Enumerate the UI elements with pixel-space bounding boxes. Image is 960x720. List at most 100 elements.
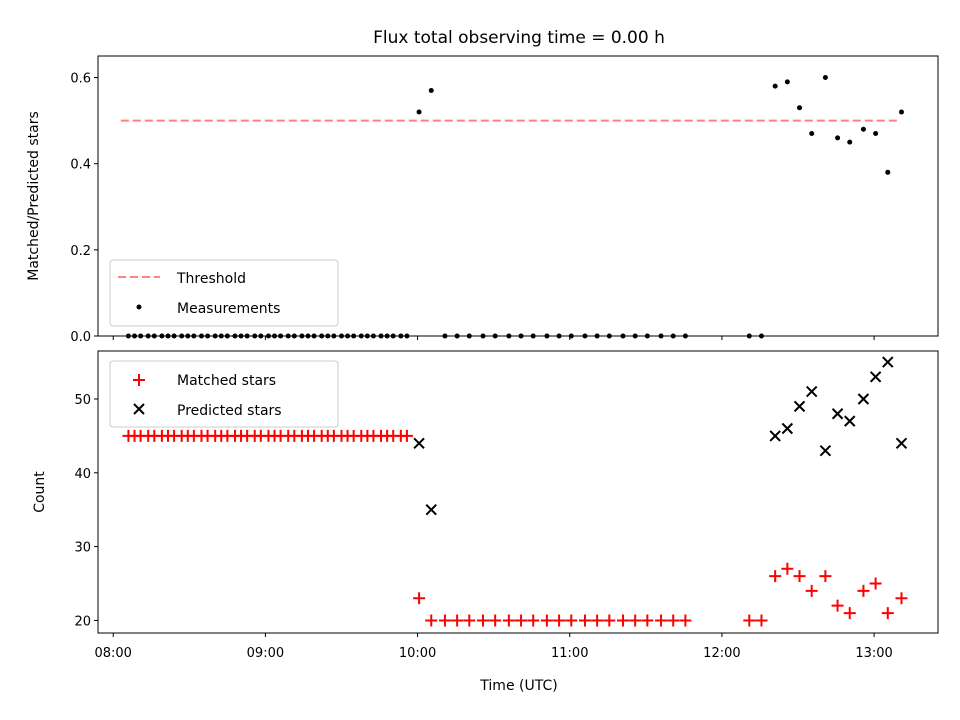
matched-star-point <box>679 614 692 627</box>
measurement-point <box>378 333 384 339</box>
count-legend: Matched stars Predicted stars <box>109 360 339 428</box>
measurement-point <box>772 83 778 89</box>
measurement-point <box>416 109 422 115</box>
measurement-point <box>305 333 311 339</box>
predicted-star-point <box>844 415 856 427</box>
ratio-x-ticks <box>112 336 875 340</box>
measurement-point <box>212 333 218 339</box>
measurement-point <box>644 333 650 339</box>
predicted-star-point <box>793 400 806 413</box>
count-y-tick-label: 40 <box>74 467 91 482</box>
ratio-y-ticks: 0.0 0.2 0.4 0.6 <box>70 72 98 345</box>
measurements-legend-swatch <box>136 304 142 310</box>
ratio-y-tick-label: 0.6 <box>70 72 91 87</box>
measurement-point <box>145 333 151 339</box>
measurement-point <box>125 333 131 339</box>
matched-legend-label: Matched stars <box>177 373 276 389</box>
matched-star-point <box>515 614 528 627</box>
measurement-point <box>244 333 250 339</box>
measurement-point <box>784 79 790 85</box>
measurement-point <box>325 333 331 339</box>
predicted-star-point <box>895 437 908 449</box>
matched-legend-swatch <box>133 374 145 386</box>
matched-star-point <box>463 614 476 627</box>
measurement-point <box>632 333 638 339</box>
predicted-star-point <box>781 422 794 435</box>
measurement-point <box>898 109 904 115</box>
measurement-point <box>466 333 472 339</box>
measurement-point <box>835 135 841 141</box>
measurement-point <box>746 333 752 339</box>
measurement-point <box>398 333 404 339</box>
measurement-point <box>582 333 588 339</box>
matched-star-point <box>793 570 806 583</box>
measurement-point <box>319 333 325 339</box>
measurement-point <box>606 333 612 339</box>
measurement-point <box>390 333 396 339</box>
count-y-tick-label: 20 <box>74 614 91 629</box>
count-x-ticks: 08:00 09:00 10:00 11:00 12:00 13:00 <box>94 633 893 661</box>
matched-star-point <box>553 614 566 627</box>
ratio-y-tick-label: 0.4 <box>70 158 91 173</box>
measurement-point <box>442 333 448 339</box>
matched-star-point <box>843 607 856 620</box>
ratio-marks <box>120 75 904 339</box>
ratio-y-tick-label: 0.2 <box>70 244 91 259</box>
measurement-point <box>138 333 144 339</box>
measurement-point <box>258 333 264 339</box>
measurement-point <box>544 333 550 339</box>
count-panel-frame <box>97 350 939 634</box>
x-tick-label: 09:00 <box>247 646 284 661</box>
ratio-legend: Threshold Measurements <box>109 259 339 327</box>
matched-star-point <box>655 614 668 627</box>
count-y-axis-label: Count <box>32 471 48 513</box>
matched-star-point <box>895 592 908 605</box>
measurement-point <box>232 333 238 339</box>
measurements-legend-label: Measurements <box>177 301 280 317</box>
measurement-point <box>224 333 230 339</box>
measurement-point <box>252 333 258 339</box>
measurement-point <box>530 333 536 339</box>
measurement-point <box>151 333 157 339</box>
threshold-legend-label: Threshold <box>176 271 246 287</box>
measurement-point <box>428 87 434 93</box>
measurement-point <box>351 333 357 339</box>
measurement-point <box>518 333 524 339</box>
matched-star-point <box>743 614 756 627</box>
predicted-star-point <box>869 371 882 383</box>
measurement-point <box>847 139 853 145</box>
matched-star-point <box>451 614 464 627</box>
matched-star-point <box>831 599 844 612</box>
measurement-point <box>338 333 344 339</box>
x-axis-label: Time (UTC) <box>479 678 557 694</box>
ratio-y-tick-label: 0.0 <box>70 330 91 345</box>
x-tick-label: 13:00 <box>855 646 892 661</box>
measurement-point <box>873 131 879 137</box>
measurement-point <box>682 333 688 339</box>
count-y-ticks: 20 30 40 50 <box>74 393 98 629</box>
count-marks <box>122 356 908 627</box>
measurement-point <box>480 333 486 339</box>
measurement-point <box>278 333 284 339</box>
predicted-legend-label: Predicted stars <box>177 403 282 419</box>
predicted-star-point <box>819 444 832 457</box>
x-tick-label: 11:00 <box>551 646 588 661</box>
count-y-tick-label: 30 <box>74 541 91 556</box>
predicted-star-point <box>769 430 781 442</box>
measurement-point <box>797 105 803 111</box>
matched-star-point <box>881 607 894 620</box>
count-y-tick-label: 50 <box>74 393 91 408</box>
count-legend-box <box>109 360 339 428</box>
measurement-point <box>404 333 410 339</box>
measurement-point <box>191 333 197 339</box>
predicted-star-point <box>882 356 894 368</box>
ratio-panel-frame <box>97 55 939 337</box>
measurement-point <box>272 333 278 339</box>
matched-star-point <box>603 614 616 627</box>
measurement-point <box>285 333 291 339</box>
matched-star-point <box>578 614 591 627</box>
matched-star-point <box>755 614 768 627</box>
measurement-point <box>454 333 460 339</box>
predicted-star-point <box>425 504 437 516</box>
